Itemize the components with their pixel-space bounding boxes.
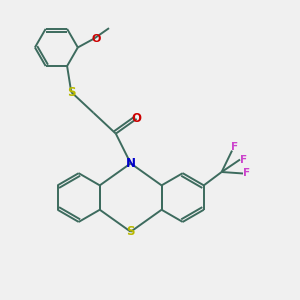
Text: F: F (240, 154, 247, 164)
Text: F: F (243, 169, 250, 178)
Text: S: S (126, 225, 135, 238)
Text: N: N (126, 157, 136, 170)
Text: O: O (132, 112, 142, 125)
Text: O: O (92, 34, 101, 44)
Text: F: F (231, 142, 238, 152)
Text: S: S (67, 85, 76, 98)
